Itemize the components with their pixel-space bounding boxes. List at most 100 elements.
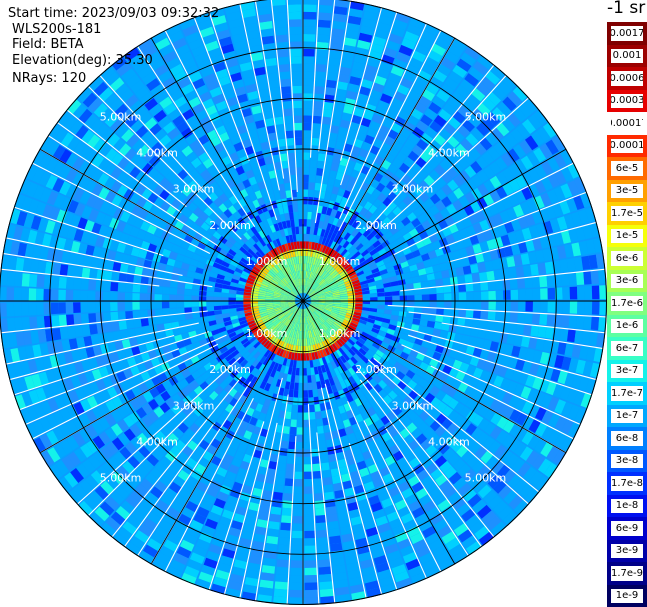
gate-cell [91, 368, 103, 381]
gate-cell [127, 265, 136, 275]
gate-cell [458, 301, 467, 309]
gate-cell [157, 70, 172, 84]
ray-separator [401, 344, 581, 426]
gate-cell [337, 511, 350, 521]
gate-cell [221, 260, 230, 268]
gate-cell [49, 235, 59, 249]
gate-cell [220, 183, 230, 193]
gate-cell [177, 102, 191, 115]
gate-cell [244, 145, 254, 156]
gate-cell [122, 175, 135, 188]
gate-cell [109, 352, 120, 363]
gate-cell [277, 138, 286, 147]
gate-cell [310, 294, 317, 298]
gate-cell [215, 278, 224, 284]
ray-separator [347, 400, 428, 579]
gate-cell [203, 207, 214, 217]
gate-cell [224, 375, 234, 384]
gate-cell [381, 353, 391, 362]
gate-cell [124, 302, 133, 311]
gate-cell [438, 108, 452, 122]
gate-cell [265, 297, 273, 300]
gate-cell [231, 566, 246, 577]
gate-cell [568, 228, 579, 243]
gate-cell [298, 316, 301, 324]
gate-cell [94, 506, 110, 522]
gate-cell [135, 257, 145, 267]
gate-cell [151, 448, 164, 461]
colorbar-tick-label: 6e-6 [611, 251, 643, 266]
gate-cell [47, 447, 61, 463]
gate-cell [293, 115, 302, 123]
gate-cell [123, 402, 135, 415]
gate-cell [338, 287, 347, 292]
gate-cell [304, 263, 307, 271]
gate-cell [140, 221, 151, 232]
gate-cell [135, 158, 148, 171]
gate-cell [222, 313, 230, 318]
gate-cell [349, 258, 358, 266]
gate-cell [137, 65, 153, 79]
gate-cell [318, 357, 324, 366]
gate-cell [279, 280, 286, 287]
gate-cell [95, 312, 104, 323]
gate-cell [213, 498, 226, 509]
gate-cell [301, 285, 303, 293]
gate-cell [363, 241, 373, 249]
gate-cell [322, 271, 328, 279]
gate-cell [237, 207, 246, 217]
gate-cell [263, 318, 271, 324]
gate-cell [242, 204, 251, 214]
gate-cell [247, 201, 256, 211]
gate-cell [195, 578, 212, 591]
gate-cell [214, 337, 224, 345]
gate-cell [360, 117, 372, 128]
gate-cell [369, 378, 378, 388]
gate-cell [330, 360, 337, 369]
gate-cell [264, 482, 274, 492]
gate-cell [303, 397, 309, 406]
gate-cell [280, 303, 288, 306]
gate-cell [348, 245, 356, 254]
gate-cell [105, 260, 114, 271]
gate-cell [598, 316, 607, 331]
gate-cell [493, 321, 503, 332]
gate-cell [331, 343, 339, 351]
gate-cell [398, 481, 411, 493]
gate-cell [292, 523, 303, 531]
gate-cell [314, 328, 319, 336]
gate-cell [95, 280, 104, 291]
gate-cell [293, 264, 297, 272]
gate-cell [242, 453, 253, 464]
gate-cell [497, 464, 511, 479]
gate-cell [387, 357, 397, 367]
gate-cell [319, 244, 325, 252]
gate-cell [52, 328, 62, 341]
gate-cell [229, 440, 240, 451]
gate-cell [434, 36, 450, 50]
gate-cell [578, 375, 590, 391]
ray-separator [164, 398, 254, 573]
gate-cell [303, 285, 305, 293]
gate-cell [377, 370, 386, 380]
gate-cell [421, 89, 436, 102]
gate-cell [291, 545, 303, 554]
gate-cell [326, 513, 338, 523]
gate-cell [267, 72, 279, 82]
gate-cell [126, 235, 137, 246]
gate-cell [375, 361, 384, 371]
gate-cell [287, 11, 302, 20]
gate-cell [160, 493, 174, 507]
gate-cell [348, 463, 359, 473]
gate-cell [318, 440, 327, 449]
gate-cell [303, 204, 308, 212]
gate-cell [246, 333, 255, 341]
gate-cell [203, 245, 213, 254]
gate-cell [65, 184, 78, 199]
gate-cell [214, 287, 222, 293]
ray-separator [5, 322, 199, 365]
gate-cell [176, 121, 189, 133]
gate-cell [384, 261, 394, 269]
gate-cell [307, 288, 313, 295]
gate-cell [371, 188, 381, 199]
